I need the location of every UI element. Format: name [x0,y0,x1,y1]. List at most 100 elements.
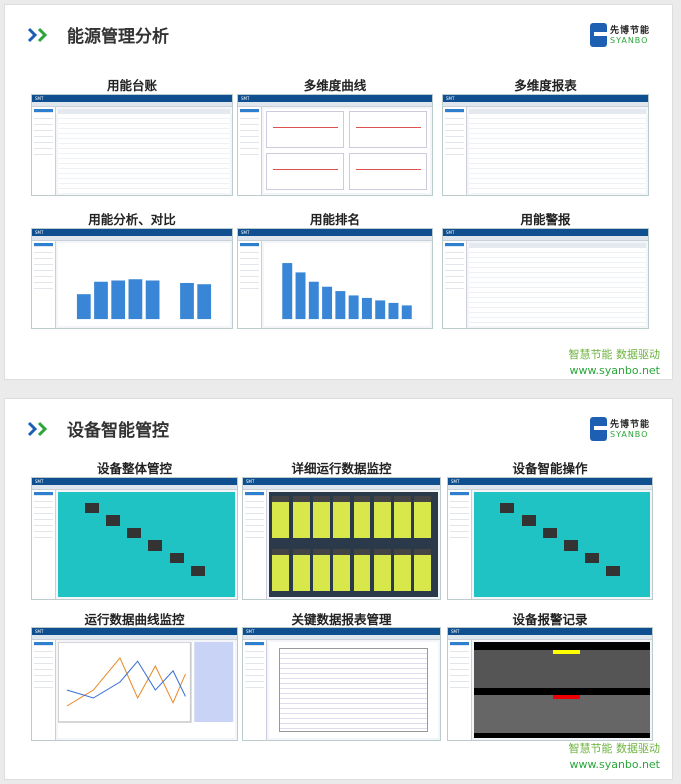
screenshot-caption: 详细运行数据监控 [291,461,392,476]
content-area [264,109,430,193]
bar [295,272,306,320]
footer: 智慧节能 数据驱动 www.syanbo.net [569,741,661,773]
app-header: SMT [32,478,237,485]
app-header: SMT [32,628,237,635]
tab-bar [32,236,232,241]
chevron-right-icon [27,27,48,43]
app-screenshot-scada2: SMT [447,477,653,600]
app-screenshot-curve: SMT [31,627,238,741]
screenshot-caption: 用能警报 [520,212,571,227]
footer: 智慧节能 数据驱动 www.syanbo.net [569,347,661,379]
bar [322,286,333,320]
sidebar [243,490,267,599]
app-header: SMT [243,628,440,635]
screenshot-caption: 设备整体管控 [96,461,172,476]
sidebar [32,107,56,195]
app-screenshot-monitor: SMT [242,477,441,600]
app-header: SMT [238,95,432,102]
content-area [269,642,438,738]
content-area [58,492,235,597]
app-screenshot-bars: SMT [31,228,233,329]
bar [388,302,399,320]
content-area [474,492,650,597]
syanbo-logo: 先博节能 SYANBO [590,417,660,443]
app-screenshot-table: SMT [442,94,649,196]
chevron-right-icon [27,421,48,437]
bar [94,281,108,320]
app-screenshot-alarm: SMT [447,627,653,741]
sidebar [32,241,56,328]
bar [76,294,91,320]
app-screenshot-scada: SMT [31,477,238,600]
screenshot-caption: 用能排名 [309,212,360,227]
tab-bar [32,485,237,490]
tab-bar [448,485,652,490]
tab-bar [32,635,237,640]
sidebar [32,640,56,740]
bar [375,300,386,320]
app-screenshot-rank: SMT [237,228,433,329]
app-header: SMT [243,478,440,485]
screenshot-caption: 多维度报表 [514,78,577,93]
app-header: SMT [448,478,652,485]
content-area [474,642,650,738]
slogan: 智慧节能 数据驱动 [568,742,661,755]
sidebar [448,640,472,740]
sidebar [32,490,56,599]
content-area [469,109,646,193]
bar [401,305,412,320]
tab-bar [243,485,440,490]
content-area [264,243,430,326]
screenshot-caption: 设备智能操作 [512,461,588,476]
device-control-panel: 设备智能管控 先博节能 SYANBO 智慧节能 数据驱动 www.syanbo.ne… [4,398,673,780]
sidebar [238,107,262,195]
screenshot-caption: 设备报警记录 [512,612,588,627]
tab-bar [443,236,648,241]
sidebar [443,107,467,195]
app-screenshot-table: SMT [442,228,649,329]
syanbo-logo: 先博节能 SYANBO [590,23,660,49]
content-area [469,243,646,326]
content-area [58,109,230,193]
sidebar [443,241,467,328]
bar [145,280,160,320]
bar [282,263,293,320]
bar [128,279,143,320]
tab-bar [238,102,432,107]
sidebar [238,241,262,328]
tab-bar [32,102,232,107]
website: www.syanbo.net [569,758,661,771]
app-header: SMT [32,95,232,102]
app-header: SMT [448,628,652,635]
bar [197,284,212,320]
app-header: SMT [238,229,432,236]
app-screenshot-lines: SMT [237,94,433,196]
tab-bar [243,635,440,640]
content-area [58,243,230,326]
bar [335,291,346,320]
website: www.syanbo.net [569,364,661,377]
app-header: SMT [443,229,648,236]
tab-bar [448,635,652,640]
bar [348,295,359,320]
bar [361,297,372,320]
screenshot-caption: 关键数据报表管理 [291,612,392,627]
content-area [269,492,438,597]
app-header: SMT [443,95,648,102]
content-area [58,642,235,738]
slogan: 智慧节能 数据驱动 [568,348,661,361]
energy-management-panel: 能源管理分析 先博节能 SYANBO 智慧节能 数据驱动 www.syanbo.ne… [4,4,673,380]
app-screenshot-table: SMT [31,94,233,196]
tab-bar [238,236,432,241]
sidebar [243,640,267,740]
screenshot-caption: 运行数据曲线监控 [84,612,185,627]
screenshot-caption: 多维度曲线 [303,78,367,93]
tab-bar [443,102,648,107]
section-title: 能源管理分析 [67,27,169,47]
screenshot-caption: 用能分析、对比 [88,212,176,227]
app-screenshot-report: SMT [242,627,441,741]
section-title: 设备智能管控 [67,421,169,441]
sidebar [448,490,472,599]
bar [308,281,319,320]
bar [111,280,126,320]
